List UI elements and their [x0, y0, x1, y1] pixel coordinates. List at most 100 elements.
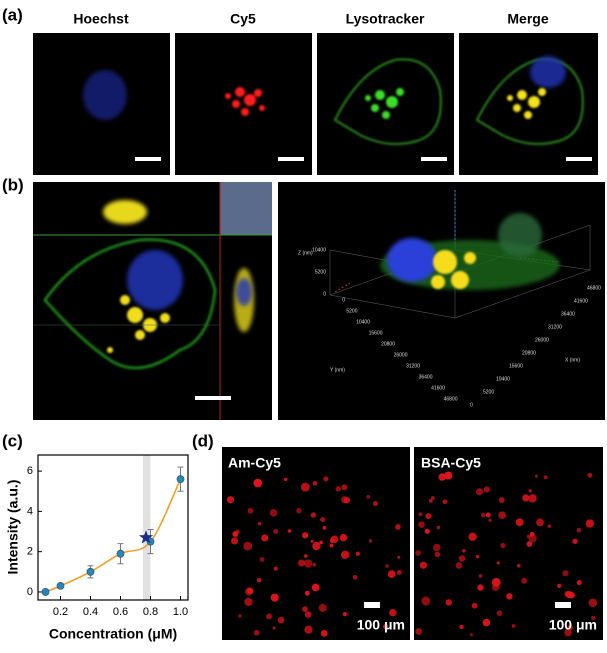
x-tick-label: 26000	[535, 337, 549, 343]
cell-spot	[488, 518, 492, 522]
y-tick-label: 36400	[419, 374, 433, 380]
panel-label: (a)	[2, 5, 23, 24]
cell-spot	[511, 624, 516, 628]
cell-spot	[270, 593, 279, 602]
cell-spot	[576, 527, 582, 533]
cell-spot	[415, 550, 421, 556]
image-3d: Z (nm) Y (nm) X (nm) 1040052000052001040…	[278, 182, 605, 420]
cell-spot	[516, 563, 521, 568]
cell-spot	[576, 579, 582, 586]
cell-spot	[304, 554, 308, 558]
z-tick-label: 10400	[312, 247, 326, 253]
x-tick-label: 15600	[509, 363, 523, 369]
cell-spot	[320, 629, 328, 637]
cell-spot	[526, 541, 533, 547]
cell-spot	[564, 628, 572, 637]
cell-spot	[301, 532, 309, 539]
cell-spot	[297, 559, 305, 567]
cell-spot	[335, 486, 342, 492]
y-tick-label: 26000	[394, 352, 408, 358]
x-tick-label: 10400	[496, 376, 510, 382]
cell-spot	[319, 540, 323, 545]
y-tick-label: 0	[27, 586, 33, 598]
cell-spot	[266, 613, 272, 620]
cell-spot	[396, 569, 402, 575]
cell-spot	[368, 539, 373, 543]
cell-spot	[385, 564, 389, 568]
z-tick-label: 5200	[315, 269, 326, 275]
x-tick-label: 0.6	[113, 606, 128, 618]
cell-spot	[247, 507, 254, 514]
cell-spot	[355, 551, 361, 556]
cell-spot	[341, 484, 348, 491]
cell-spot	[436, 525, 441, 530]
cell-spot	[261, 534, 269, 542]
cell-spot	[318, 603, 327, 612]
cell-spot	[521, 577, 528, 584]
cell-spot	[300, 482, 310, 492]
cell-spot	[421, 596, 431, 606]
cell-spot	[259, 556, 265, 562]
cell-spot	[496, 561, 500, 565]
fit-curve	[45, 478, 182, 593]
cell-spot	[352, 574, 358, 580]
cell-spot	[483, 486, 490, 493]
y-tick-label: 20800	[381, 341, 395, 347]
cell-spot	[232, 531, 239, 537]
cell-spot	[475, 554, 480, 559]
cell-spot	[506, 593, 513, 600]
y-tick-label: 0	[342, 297, 345, 303]
image-orthogonal	[33, 182, 272, 420]
cell-spot	[244, 597, 253, 607]
cell-spot	[491, 583, 500, 591]
cell-spot	[462, 549, 466, 553]
axis-title: X (nm)	[565, 357, 580, 363]
cell-spot	[226, 496, 235, 504]
cell-spot	[428, 499, 433, 503]
cell-spot	[425, 513, 432, 520]
cell-spot	[478, 574, 483, 578]
cell-spot	[341, 496, 349, 504]
cell-spot	[587, 472, 593, 478]
cell-spot	[269, 509, 278, 517]
cell-spot	[528, 489, 532, 493]
image-hoechst	[33, 33, 170, 175]
images-d	[222, 447, 603, 640]
x-tick-label: 1.0	[173, 606, 188, 618]
cell-spot	[498, 497, 505, 504]
cell-spot	[387, 570, 396, 578]
cell-spot	[312, 480, 318, 486]
cell-spot	[432, 543, 441, 552]
cell-spot	[418, 512, 423, 517]
cell-spot	[528, 534, 537, 543]
x-tick-label: 5200	[483, 389, 494, 395]
cell-spot	[419, 561, 427, 569]
cell-spot	[444, 471, 453, 480]
data-point	[41, 588, 50, 596]
cell-spot	[340, 550, 350, 560]
cell-spot	[434, 551, 441, 558]
cell-spot	[330, 535, 339, 544]
x-tick-label: 41600	[574, 298, 588, 304]
cell-spot	[382, 624, 389, 630]
plot-frame	[37, 454, 189, 601]
cell-spot	[339, 533, 348, 542]
highlight-band	[143, 455, 151, 600]
channel-title: Hoechst	[73, 11, 129, 27]
cell-spot	[547, 524, 551, 528]
image-lysotracker	[317, 33, 454, 175]
cell-spot	[468, 532, 477, 542]
cell-spot	[322, 525, 327, 530]
cell-spot	[469, 633, 473, 637]
cell-spot	[246, 587, 254, 595]
x-tick-label: 46800	[587, 285, 601, 291]
axis-title: Z (nm)	[298, 250, 313, 256]
cell-spot	[397, 555, 401, 559]
panel-label: (d)	[192, 431, 214, 450]
cell-spot	[296, 508, 302, 514]
x-tick-label: 31200	[548, 324, 562, 330]
cell-spot	[395, 524, 401, 530]
data-point	[116, 549, 125, 558]
y-tick-label: 15600	[369, 330, 383, 336]
y-tick-label: 5200	[346, 308, 357, 314]
